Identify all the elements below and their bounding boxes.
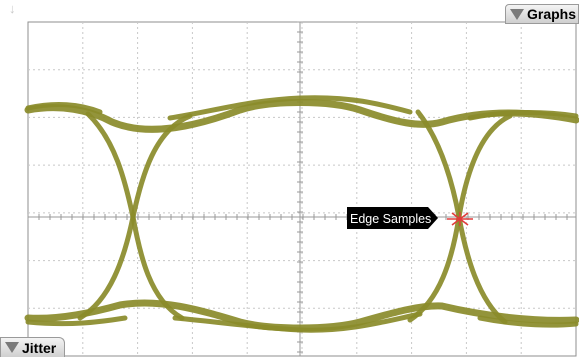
trace-upper-rail bbox=[24, 99, 579, 133]
scroll-down-arrow-icon: ↓ bbox=[9, 1, 16, 16]
triangle-down-icon bbox=[5, 342, 19, 353]
graphs-tab-label: Graphs bbox=[526, 6, 576, 22]
trace-right-rising-edge bbox=[407, 113, 513, 323]
eye-diagram-traces bbox=[24, 95, 579, 333]
trace-upper-rail-variant bbox=[25, 95, 579, 121]
center-axes bbox=[27, 21, 576, 356]
edge-samples-callout: Edge Samples bbox=[347, 207, 473, 229]
crosshair-marker-icon bbox=[447, 212, 473, 226]
trace-left-rising-edge bbox=[77, 113, 193, 321]
graphs-tab[interactable]: Graphs bbox=[504, 4, 579, 24]
trace-lower-rail-variant bbox=[25, 311, 579, 333]
jitter-tab-label: Jitter bbox=[22, 339, 57, 356]
jitter-tab[interactable]: Jitter bbox=[0, 337, 66, 357]
edge-samples-label: Edge Samples bbox=[350, 212, 431, 226]
triangle-down-icon bbox=[509, 8, 524, 20]
edge-samples-label-box bbox=[347, 207, 438, 229]
